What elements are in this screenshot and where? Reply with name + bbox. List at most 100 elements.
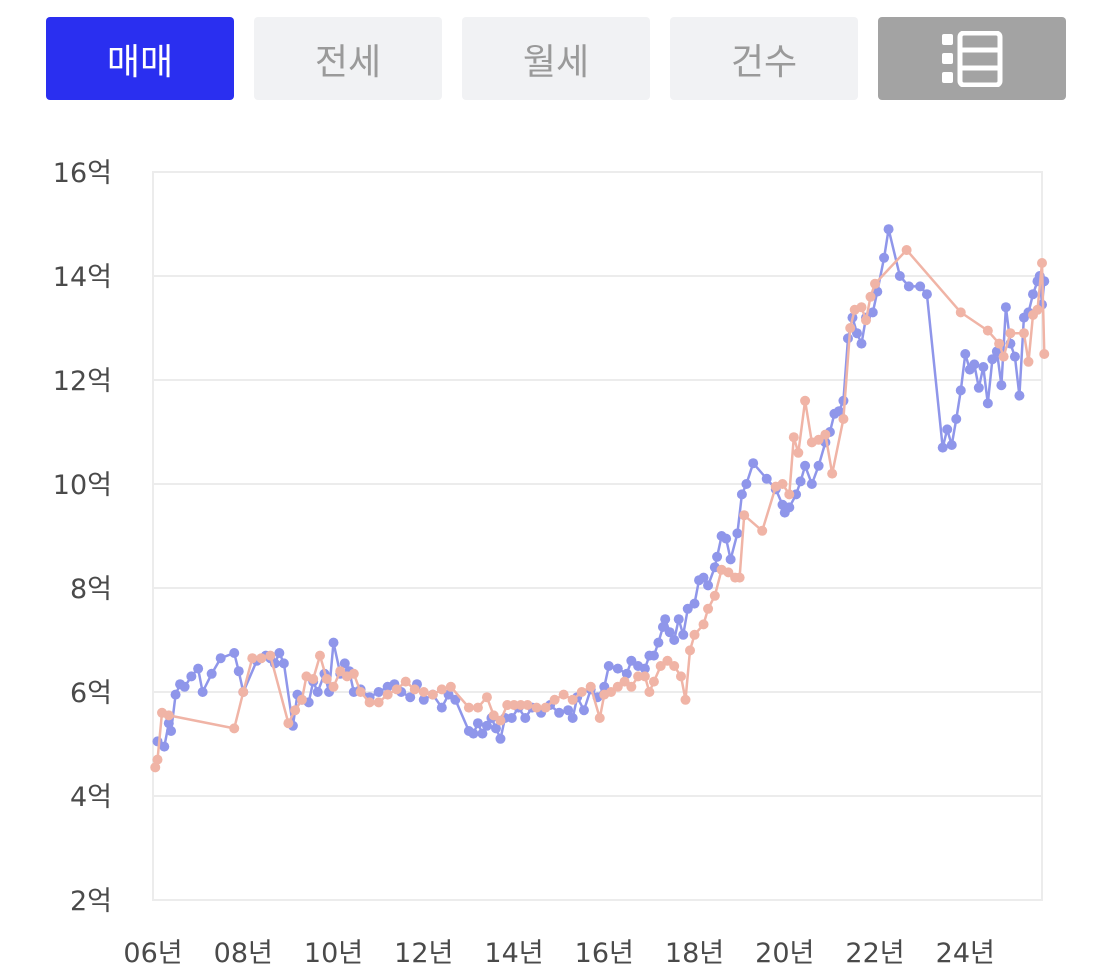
data-point: [982, 398, 993, 409]
x-tick-label: 08년: [214, 938, 273, 969]
data-point: [856, 302, 867, 313]
data-point: [1014, 390, 1025, 401]
data-point: [468, 728, 479, 739]
data-point: [522, 700, 533, 710]
data-point: [321, 674, 332, 684]
y-axis: 16억 14억 12억 10억 8억 6억 4억 2억: [53, 158, 112, 917]
data-point: [418, 694, 429, 705]
data-point: [820, 429, 831, 440]
data-point: [734, 572, 745, 583]
data-point: [757, 525, 768, 536]
data-point: [648, 650, 659, 661]
data-point: [495, 733, 506, 744]
data-point: [159, 741, 170, 752]
data-point: [800, 395, 811, 406]
tab-jeonse[interactable]: 전세: [254, 17, 442, 100]
data-point: [296, 694, 307, 705]
data-point: [1018, 328, 1029, 339]
y-tick-label: 12억: [53, 366, 112, 397]
plot-frame: [152, 171, 1043, 901]
tab-sale[interactable]: 매매: [46, 17, 234, 100]
data-point: [664, 627, 675, 638]
x-axis: 06년 08년 10년 12년 14년 16년 18년 20년 22년 24년: [123, 938, 994, 969]
data-point: [669, 635, 680, 645]
data-point: [418, 687, 429, 697]
series-line: [156, 227, 1046, 748]
data-point: [563, 705, 574, 716]
data-point: [585, 681, 596, 692]
data-point: [1039, 349, 1050, 359]
data-point: [481, 692, 492, 703]
series-1: [152, 224, 1050, 752]
data-point: [994, 338, 1005, 349]
data-point: [709, 590, 720, 601]
series-layer: [150, 224, 1050, 773]
data-point: [1000, 302, 1011, 313]
data-point: [827, 468, 838, 479]
data-point: [657, 622, 668, 632]
data-point: [777, 479, 788, 489]
data-point: [639, 663, 650, 674]
data-point: [488, 710, 499, 721]
list-view-icon: [942, 30, 1003, 87]
data-point: [736, 489, 747, 500]
y-tick-label: 14억: [53, 262, 112, 293]
data-point: [761, 473, 772, 484]
data-point: [845, 323, 856, 333]
data-point: [998, 351, 1009, 362]
data-point: [879, 252, 890, 263]
data-point: [851, 328, 862, 339]
data-point: [678, 629, 689, 640]
data-point: [937, 442, 948, 453]
data-point: [660, 614, 671, 625]
data-point: [739, 510, 750, 521]
data-point: [193, 663, 204, 674]
data-point: [703, 603, 714, 614]
x-tick-label: 14년: [484, 938, 543, 969]
data-point: [373, 687, 384, 697]
data-point: [795, 476, 806, 487]
data-point: [987, 354, 998, 365]
data-point: [472, 718, 483, 729]
data-point: [921, 289, 932, 300]
data-point: [594, 713, 605, 723]
data-point: [669, 661, 680, 671]
data-point: [689, 629, 700, 640]
chart-grid: [152, 171, 1043, 901]
data-point: [951, 414, 962, 424]
data-point: [335, 666, 346, 677]
data-point: [197, 687, 208, 697]
data-point: [472, 702, 483, 713]
data-point: [382, 689, 393, 700]
tab-monthly-rent[interactable]: 월세: [462, 17, 650, 100]
data-point: [150, 762, 161, 773]
data-point: [800, 460, 811, 471]
x-tick-label: 20년: [755, 938, 814, 969]
data-point: [166, 726, 177, 736]
list-view-button[interactable]: [878, 17, 1066, 100]
data-point: [400, 676, 411, 687]
data-point: [946, 440, 957, 450]
data-point: [477, 728, 488, 739]
data-point: [391, 684, 402, 695]
data-point: [813, 460, 824, 471]
data-point: [861, 315, 872, 326]
data-point: [883, 224, 894, 235]
data-point: [653, 637, 664, 648]
data-point: [955, 307, 966, 318]
data-point: [463, 702, 474, 713]
data-point: [982, 325, 993, 336]
data-point: [278, 658, 289, 669]
y-tick-label: 2억: [70, 886, 112, 917]
y-tick-label: 16억: [53, 158, 112, 189]
data-point: [619, 676, 630, 687]
data-point: [274, 648, 285, 658]
data-point: [689, 598, 700, 609]
data-point: [723, 567, 734, 578]
y-tick-label: 10억: [53, 470, 112, 501]
tab-count[interactable]: 건수: [670, 17, 858, 100]
data-point: [748, 458, 759, 469]
data-point: [673, 614, 684, 625]
data-point: [1032, 304, 1043, 315]
data-point: [481, 720, 492, 731]
